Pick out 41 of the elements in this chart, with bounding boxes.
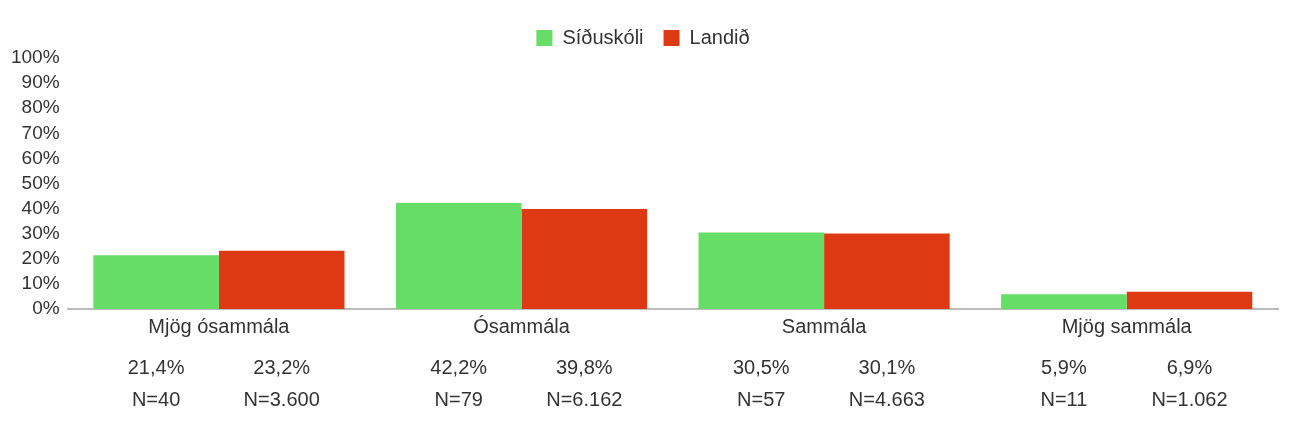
bar — [521, 209, 648, 309]
y-tick-label: 70% — [21, 121, 60, 143]
y-tick-label: 60% — [21, 146, 60, 168]
text: N=40 — [131, 387, 181, 410]
data-label: 39,8% — [555, 355, 613, 378]
y-tick-label: 80% — [21, 96, 60, 118]
data-label: 23,2% — [253, 355, 311, 378]
text: N=79 — [434, 387, 483, 410]
bar — [1001, 294, 1127, 309]
text: N=3.600 — [243, 387, 320, 410]
y-tick-label: 40% — [21, 196, 60, 218]
y-tick-label: 0% — [32, 297, 60, 319]
bar — [1126, 291, 1253, 309]
bar — [218, 250, 345, 309]
y-tick-label: 30% — [21, 221, 60, 243]
y-tick-label: 50% — [21, 171, 60, 193]
y-tick-label: 20% — [21, 247, 60, 269]
legend-label: Síðuskóli — [562, 25, 644, 48]
text: N=4.663 — [848, 387, 925, 410]
data-label: 21,4% — [127, 355, 185, 378]
data-label: 30,1% — [858, 355, 916, 378]
x-tick-label: Mjög sammála — [1061, 314, 1193, 337]
bar — [93, 255, 219, 309]
data-label: 5,9% — [1041, 355, 1087, 378]
data-label: 42,2% — [430, 355, 488, 378]
bar — [824, 233, 950, 309]
text: N=11 — [1040, 387, 1088, 410]
y-tick-label: 90% — [21, 71, 60, 93]
x-tick-label: Sammála — [781, 314, 868, 337]
y-tick-label: 100% — [10, 46, 60, 68]
y-tick-label: 10% — [21, 272, 60, 294]
x-tick-label: Mjög ósammála — [148, 314, 291, 337]
legend-label: Landið — [689, 25, 750, 48]
text: N=1.062 — [1151, 387, 1228, 410]
bar — [698, 232, 825, 309]
text: N=57 — [737, 387, 786, 410]
bar — [395, 203, 522, 309]
text: N=6.162 — [546, 387, 623, 410]
x-tick-label: Ósammála — [473, 314, 571, 337]
data-label: 6,9% — [1166, 355, 1213, 378]
data-label: 30,5% — [732, 355, 790, 378]
